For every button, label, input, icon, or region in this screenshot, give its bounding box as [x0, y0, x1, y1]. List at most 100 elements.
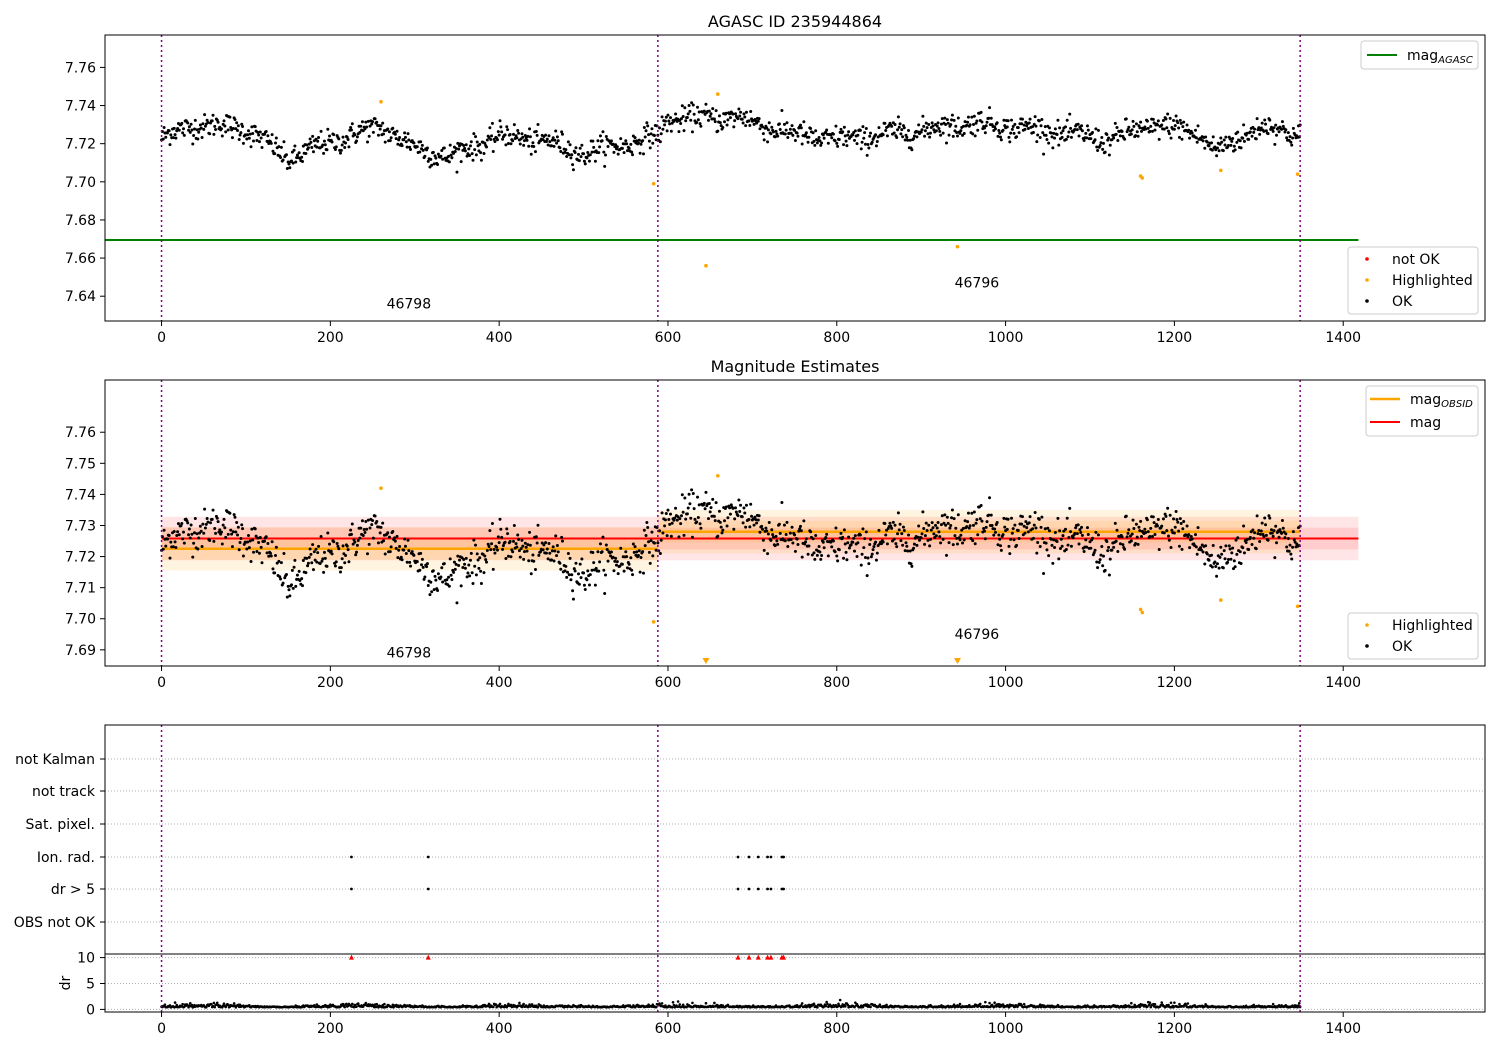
ok-point	[950, 113, 954, 117]
ok-point	[279, 155, 283, 159]
ok-point	[853, 138, 857, 142]
ok-point	[614, 556, 618, 560]
ok-point	[585, 578, 589, 582]
ok-point	[229, 125, 233, 129]
ok-point	[1130, 128, 1134, 132]
ok-point	[548, 140, 552, 144]
ok-point	[555, 543, 559, 547]
ok-point	[673, 516, 677, 520]
ok-point	[431, 569, 435, 573]
ok-point	[479, 158, 483, 162]
ok-point	[1238, 139, 1242, 143]
ok-point	[440, 566, 444, 570]
ok-point	[663, 123, 667, 127]
ok-point	[989, 513, 993, 517]
ok-point	[472, 538, 476, 542]
highlighted-point	[704, 263, 708, 268]
ok-point	[1174, 114, 1178, 118]
ok-point	[1151, 515, 1155, 519]
ok-point	[1182, 520, 1186, 524]
ok-point	[818, 139, 822, 143]
ok-point	[905, 135, 909, 139]
ok-point	[322, 139, 326, 143]
dr-point	[212, 1001, 216, 1005]
ok-point	[645, 121, 649, 125]
ok-point	[647, 133, 651, 137]
ok-point	[1032, 523, 1036, 527]
ok-point	[1195, 552, 1199, 556]
highlighted-point	[715, 473, 720, 478]
ok-point	[625, 566, 629, 570]
ok-point	[625, 149, 629, 153]
ok-point	[1058, 546, 1062, 550]
ok-point	[849, 543, 853, 547]
ok-point	[1056, 118, 1060, 122]
ok-point	[683, 496, 687, 500]
dr-point	[681, 1003, 685, 1007]
ok-point	[197, 130, 201, 134]
ok-point	[641, 550, 645, 554]
ok-point	[1161, 517, 1165, 521]
ok-point	[693, 517, 697, 521]
ok-point	[165, 537, 169, 541]
ok-point	[1242, 139, 1246, 143]
ok-point	[1177, 126, 1181, 130]
ok-point	[550, 138, 554, 142]
ok-point	[162, 126, 166, 130]
ok-point	[560, 539, 564, 543]
ok-point	[186, 521, 190, 525]
ok-point	[474, 153, 478, 157]
x-tick-label: 0	[157, 330, 166, 346]
ok-point	[516, 128, 520, 132]
ok-point	[1068, 112, 1072, 116]
ok-point	[1151, 117, 1155, 121]
ok-point	[1161, 119, 1165, 123]
ok-point	[934, 534, 938, 538]
ok-point	[241, 125, 245, 129]
ok-point	[862, 546, 866, 550]
ok-point	[322, 570, 326, 574]
ok-point	[1027, 121, 1031, 125]
ok-point	[616, 572, 620, 576]
ok-point	[497, 133, 501, 137]
ok-point	[504, 143, 508, 147]
ok-point	[364, 120, 368, 124]
ok-point	[544, 551, 548, 555]
ok-point	[511, 139, 515, 143]
ok-point	[767, 121, 771, 125]
ok-point	[778, 127, 782, 131]
ok-point	[1264, 533, 1268, 537]
dr-point	[163, 1003, 167, 1007]
ok-point	[210, 517, 214, 521]
x-tick-label: 1200	[1157, 675, 1193, 691]
ok-point	[305, 556, 309, 560]
ok-point	[571, 589, 575, 593]
ok-point	[891, 520, 895, 524]
ok-point	[1241, 546, 1245, 550]
ok-point	[220, 542, 224, 546]
ok-point	[680, 104, 684, 108]
ok-point	[677, 130, 681, 134]
ok-point	[649, 132, 653, 136]
ok-point	[1148, 129, 1152, 133]
ok-point	[1218, 555, 1222, 559]
ok-point	[635, 550, 639, 554]
ok-point	[544, 140, 548, 144]
ok-point	[1112, 545, 1116, 549]
ok-point	[478, 142, 482, 146]
ok-point	[659, 538, 663, 542]
ok-point	[278, 575, 282, 579]
ok-point	[1008, 140, 1012, 144]
obsid-label-46798: 46798	[387, 297, 432, 313]
ok-point	[468, 154, 472, 158]
ok-point	[300, 577, 304, 581]
ok-point	[1107, 153, 1111, 157]
ok-point	[1289, 552, 1293, 556]
ok-point	[1291, 126, 1295, 130]
ok-point	[1175, 518, 1179, 522]
ok-point	[165, 131, 169, 135]
ok-point	[1164, 117, 1168, 121]
ok-point	[464, 143, 468, 147]
ok-point	[248, 132, 252, 136]
ok-point	[853, 129, 857, 133]
